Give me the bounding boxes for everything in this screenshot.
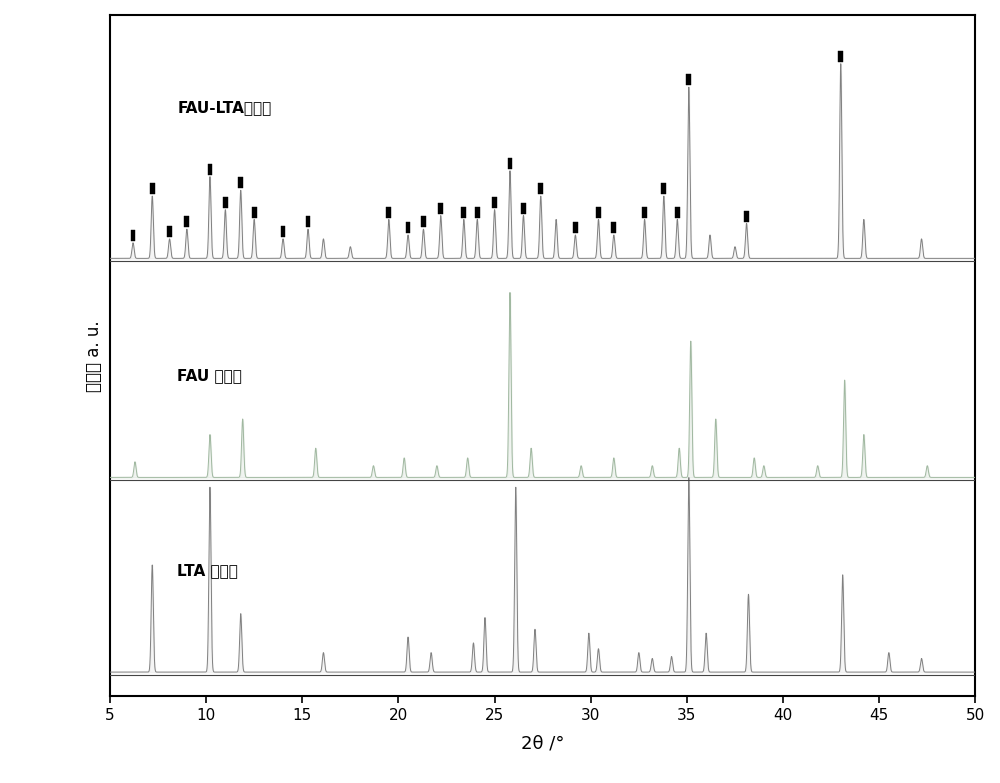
Bar [208,164,212,175]
Text: LTA 分子筛: LTA 分子筛 [177,563,238,578]
Bar [252,207,257,218]
Bar [642,207,647,218]
Bar [838,51,843,62]
Bar [461,207,466,218]
X-axis label: 2θ /°: 2θ /° [521,734,564,752]
Bar [596,207,601,218]
Bar [611,222,616,233]
Bar [508,158,512,169]
Bar [675,207,680,218]
Bar [686,74,691,85]
Text: FAU 分子筛: FAU 分子筛 [177,368,242,383]
Bar [744,211,749,222]
Bar [306,216,310,227]
Text: FAU-LTA复合膜: FAU-LTA复合膜 [177,100,272,115]
Bar [538,183,543,194]
Bar [223,197,228,208]
Bar [438,203,443,214]
Bar [281,226,285,237]
Bar [492,197,497,207]
Y-axis label: 强度／ a. u.: 强度／ a. u. [85,320,103,392]
Bar [421,216,426,227]
Bar [661,183,666,194]
Bar [573,222,578,233]
Bar [131,230,135,241]
Bar [150,183,155,194]
Bar [386,207,391,218]
Bar [475,207,480,218]
Bar [406,222,410,233]
Bar [238,178,243,189]
Bar [167,226,172,237]
Bar [184,216,189,227]
Bar [521,203,526,214]
